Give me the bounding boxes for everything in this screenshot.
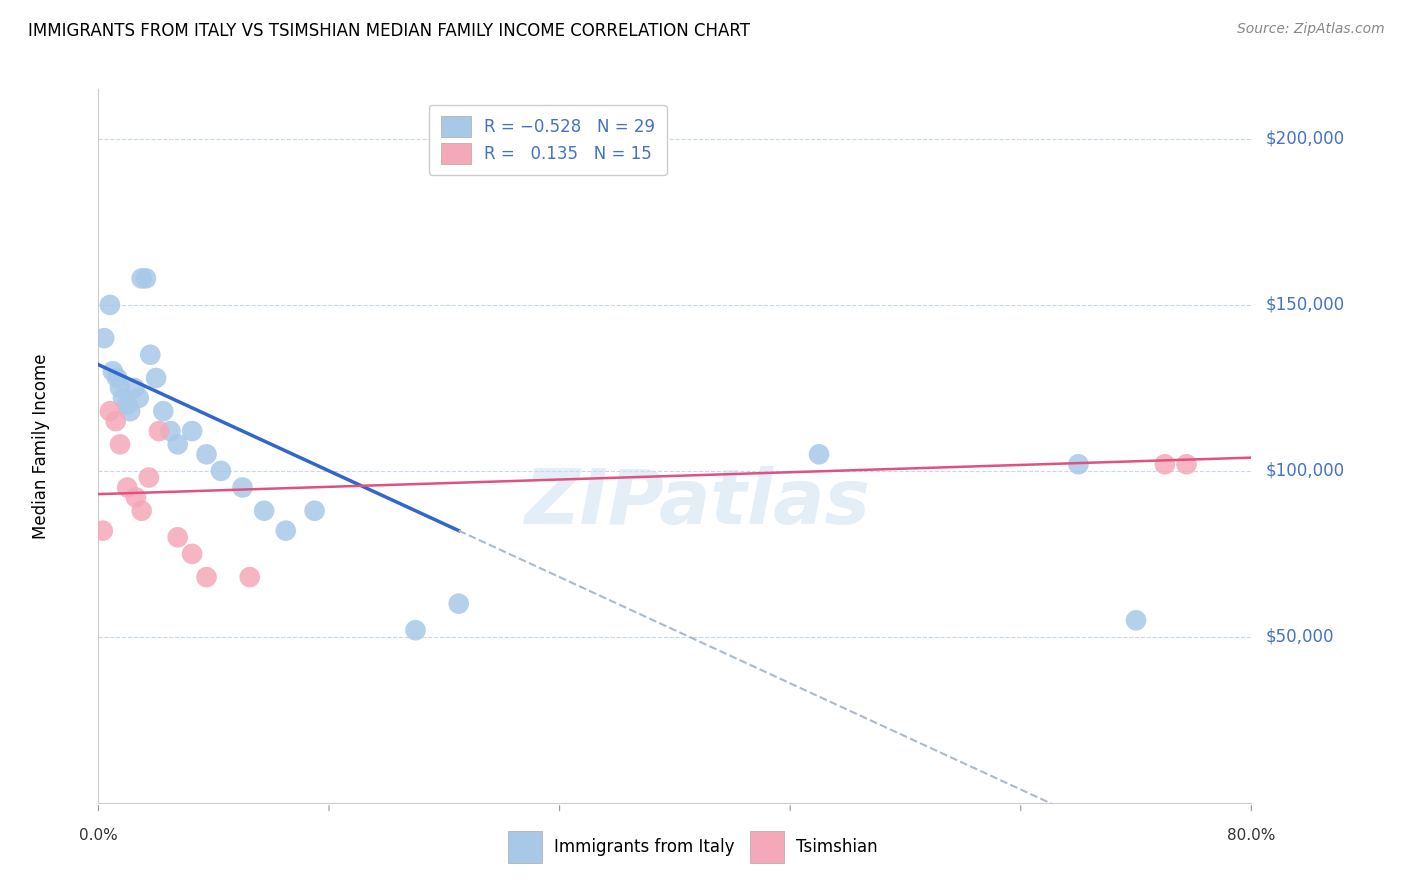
Point [304, 504, 326, 518]
Point [131, 271, 153, 285]
Point [131, 504, 153, 518]
Text: $200,000: $200,000 [1265, 130, 1344, 148]
Point [98, 404, 121, 418]
Bar [749, 831, 785, 863]
Point [139, 348, 162, 362]
Point [274, 524, 297, 538]
Point [108, 381, 131, 395]
Point [104, 414, 127, 428]
Point [1153, 457, 1175, 471]
Text: IMMIGRANTS FROM ITALY VS TSIMSHIAN MEDIAN FAMILY INCOME CORRELATION CHART: IMMIGRANTS FROM ITALY VS TSIMSHIAN MEDIA… [28, 22, 751, 40]
Point [253, 504, 276, 518]
Point [152, 404, 174, 418]
Point [181, 547, 204, 561]
Point [138, 470, 160, 484]
Point [405, 624, 427, 638]
Point [239, 570, 262, 584]
Text: Source: ZipAtlas.com: Source: ZipAtlas.com [1237, 22, 1385, 37]
Point [117, 397, 138, 411]
Point [195, 447, 218, 461]
Point [159, 424, 181, 438]
Legend: R = −0.528   N = 29, R =   0.135   N = 15: R = −0.528 N = 29, R = 0.135 N = 15 [429, 104, 666, 176]
Point [135, 271, 157, 285]
Text: Tsimshian: Tsimshian [796, 838, 877, 856]
Text: 80.0%: 80.0% [1227, 828, 1275, 843]
Point [209, 464, 232, 478]
Point [108, 437, 131, 451]
Point [807, 447, 830, 461]
Bar [508, 831, 543, 863]
Point [98, 298, 121, 312]
Point [124, 381, 146, 395]
Point [105, 371, 128, 385]
Text: Median Family Income: Median Family Income [32, 353, 49, 539]
Point [231, 481, 254, 495]
Point [148, 424, 170, 438]
Point [125, 491, 148, 505]
Point [1067, 457, 1090, 471]
Text: $150,000: $150,000 [1265, 296, 1344, 314]
Point [145, 371, 167, 385]
Point [1175, 457, 1198, 471]
Point [181, 424, 204, 438]
Point [195, 570, 218, 584]
Point [166, 530, 188, 544]
Point [93, 331, 115, 345]
Point [101, 364, 124, 378]
Point [117, 481, 138, 495]
Text: $50,000: $50,000 [1265, 628, 1334, 646]
Text: Immigrants from Italy: Immigrants from Italy [554, 838, 734, 856]
Point [91, 524, 114, 538]
Text: ZIPatlas: ZIPatlas [524, 467, 870, 540]
Point [120, 404, 142, 418]
Point [111, 391, 134, 405]
Point [1125, 613, 1147, 627]
Point [447, 597, 470, 611]
Point [128, 391, 150, 405]
Text: $100,000: $100,000 [1265, 462, 1344, 480]
Text: 0.0%: 0.0% [79, 828, 118, 843]
Point [166, 437, 188, 451]
